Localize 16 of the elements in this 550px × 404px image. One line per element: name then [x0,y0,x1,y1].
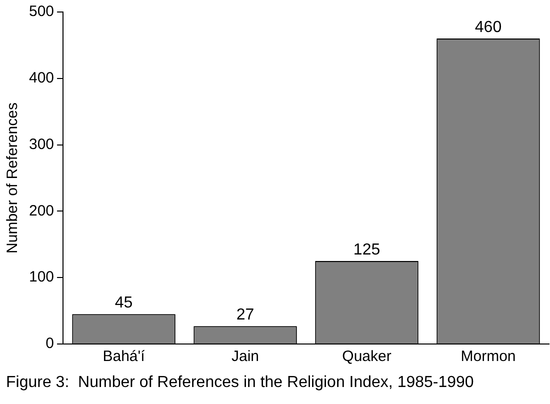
y-axis-title: Number of References [4,102,22,254]
x-tick-label: Quaker [342,348,392,366]
text: Figure 3: Number of References in the Religion Index, 1985-1990 [5,374,475,392]
data-label: 27 [236,306,254,324]
x-tick-label: Bahá'í [102,348,146,366]
y-tick-label: 400 [28,70,54,87]
y-tick-label: 100 [28,268,54,286]
x-tick-label: Mormon [460,348,516,366]
data-label: 460 [474,18,502,36]
y-tick-label: 500 [28,3,54,20]
y-tick-label: 0 [46,335,54,352]
y-tick-label: 300 [28,136,54,153]
y-tick-label: 200 [28,202,54,220]
x-tick-label: Jain [232,348,260,366]
data-label: 45 [114,294,133,312]
data-label: 125 [353,241,380,258]
